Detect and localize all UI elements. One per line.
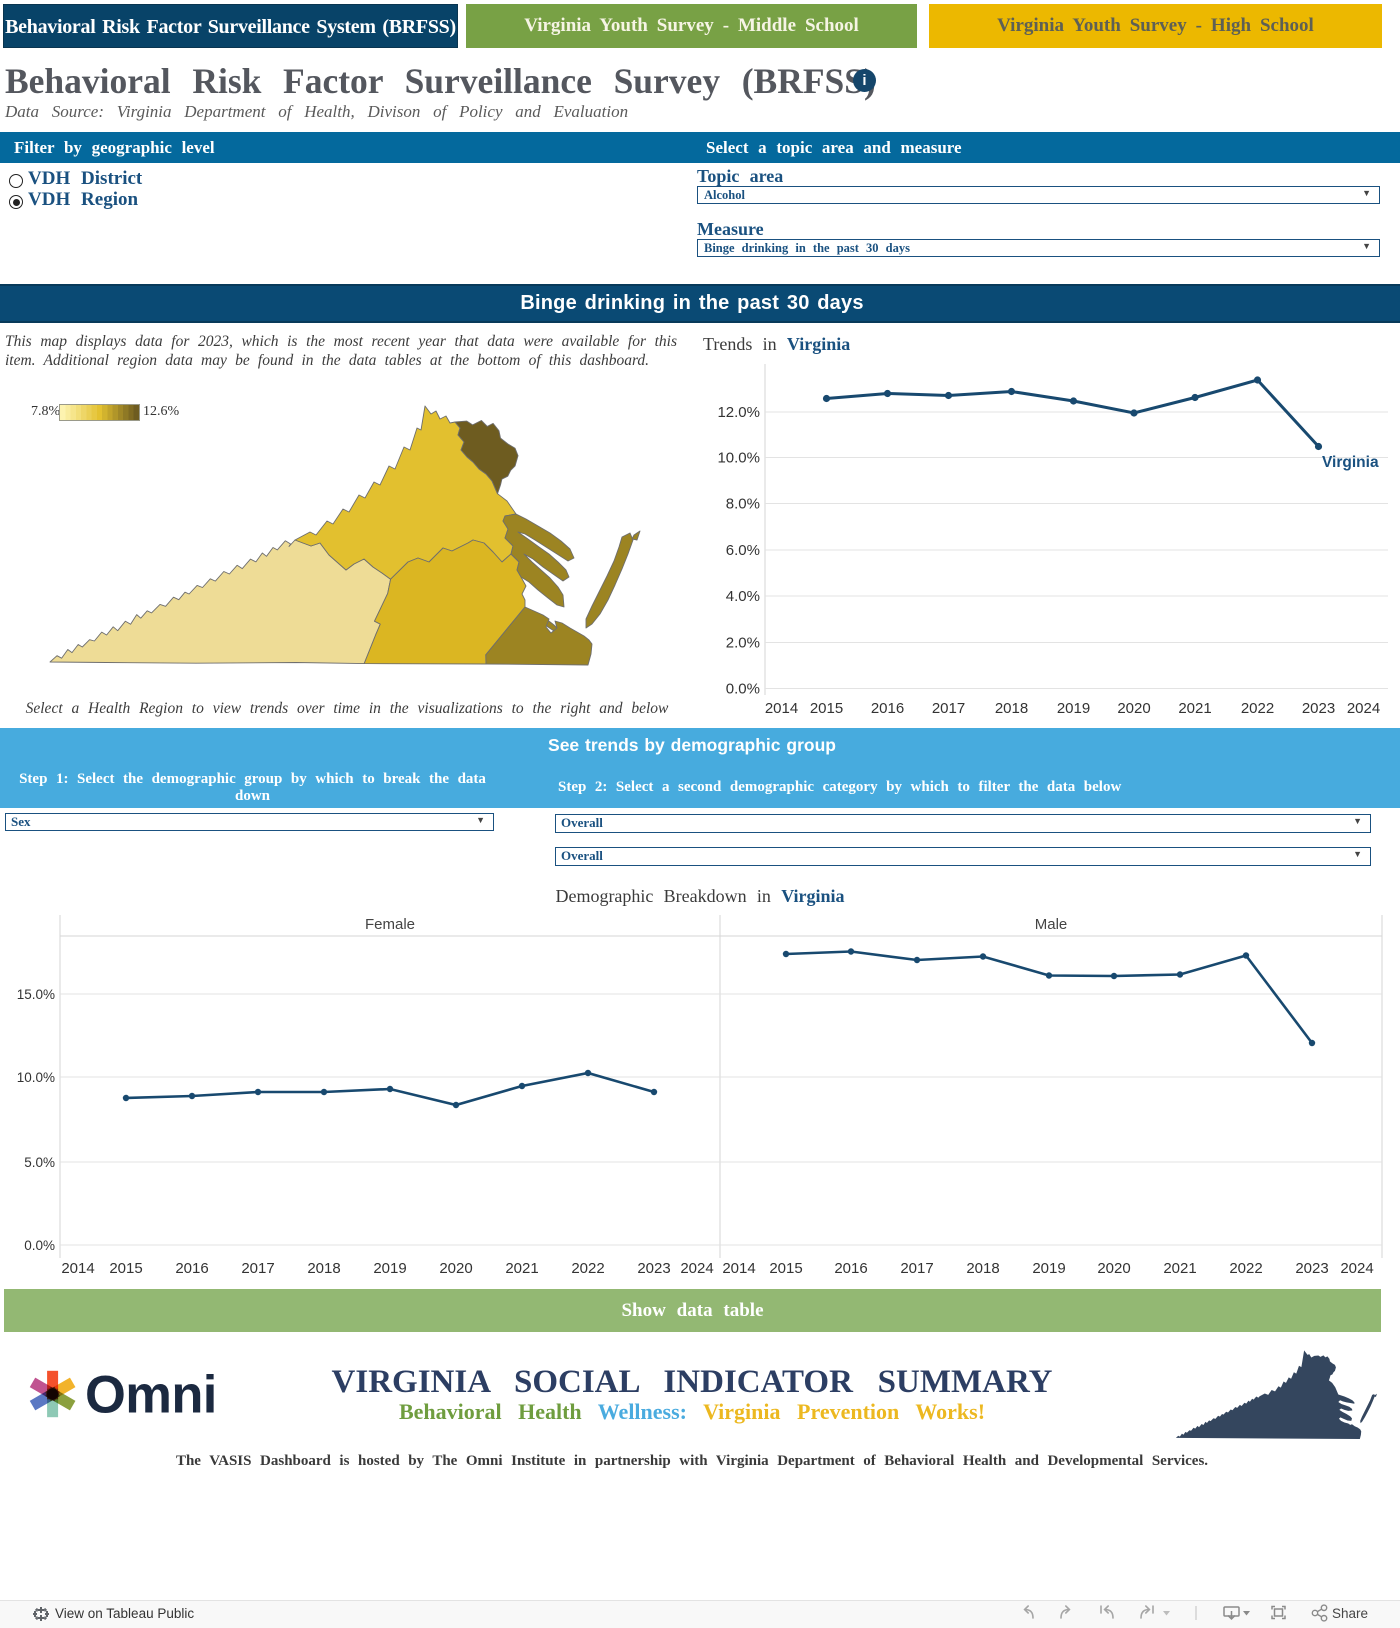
svg-text:2016: 2016 xyxy=(175,1260,208,1277)
svg-text:4.0%: 4.0% xyxy=(726,588,760,605)
svg-text:5.0%: 5.0% xyxy=(24,1155,55,1170)
svg-text:2015: 2015 xyxy=(810,700,843,717)
svg-text:2018: 2018 xyxy=(966,1260,999,1277)
svg-text:2019: 2019 xyxy=(1057,700,1090,717)
svg-text:2016: 2016 xyxy=(871,700,904,717)
svg-text:2024: 2024 xyxy=(680,1260,713,1277)
svg-text:2022: 2022 xyxy=(1229,1260,1262,1277)
svg-text:Female: Female xyxy=(365,916,415,933)
svg-text:6.0%: 6.0% xyxy=(726,542,760,559)
svg-text:12.0%: 12.0% xyxy=(717,404,760,421)
svg-text:2.0%: 2.0% xyxy=(726,635,760,652)
svg-text:2019: 2019 xyxy=(373,1260,406,1277)
svg-text:2024: 2024 xyxy=(1340,1260,1373,1277)
svg-text:2014: 2014 xyxy=(765,700,798,717)
svg-text:2017: 2017 xyxy=(932,700,965,717)
svg-text:2016: 2016 xyxy=(834,1260,867,1277)
svg-text:10.0%: 10.0% xyxy=(17,1070,55,1085)
svg-text:2018: 2018 xyxy=(995,700,1028,717)
svg-text:0.0%: 0.0% xyxy=(726,681,760,698)
svg-text:2014: 2014 xyxy=(61,1260,94,1277)
svg-text:2014: 2014 xyxy=(722,1260,755,1277)
svg-text:0.0%: 0.0% xyxy=(24,1238,55,1253)
svg-text:2023: 2023 xyxy=(1302,700,1335,717)
svg-text:2017: 2017 xyxy=(900,1260,933,1277)
svg-text:2022: 2022 xyxy=(1241,700,1274,717)
svg-text:2020: 2020 xyxy=(439,1260,472,1277)
svg-text:2021: 2021 xyxy=(1178,700,1211,717)
svg-text:2018: 2018 xyxy=(307,1260,340,1277)
svg-text:Omni: Omni xyxy=(85,1368,217,1420)
svg-text:2023: 2023 xyxy=(637,1260,670,1277)
svg-text:2020: 2020 xyxy=(1117,700,1150,717)
svg-text:2020: 2020 xyxy=(1097,1260,1130,1277)
svg-text:8.0%: 8.0% xyxy=(726,496,760,513)
svg-text:2024: 2024 xyxy=(1347,700,1380,717)
svg-text:2023: 2023 xyxy=(1295,1260,1328,1277)
svg-text:2015: 2015 xyxy=(109,1260,142,1277)
svg-text:2022: 2022 xyxy=(571,1260,604,1277)
svg-text:15.0%: 15.0% xyxy=(17,987,55,1002)
svg-text:10.0%: 10.0% xyxy=(717,450,760,467)
svg-text:2021: 2021 xyxy=(505,1260,538,1277)
svg-text:2015: 2015 xyxy=(769,1260,802,1277)
svg-text:2017: 2017 xyxy=(241,1260,274,1277)
svg-text:2019: 2019 xyxy=(1032,1260,1065,1277)
svg-text:Virginia: Virginia xyxy=(1322,454,1379,471)
svg-text:Male: Male xyxy=(1035,916,1068,933)
svg-text:Share: Share xyxy=(1332,1606,1368,1621)
svg-text:2021: 2021 xyxy=(1163,1260,1196,1277)
